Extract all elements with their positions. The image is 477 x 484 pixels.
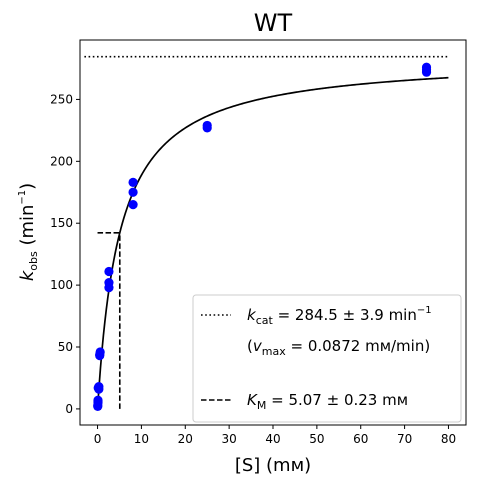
data-point xyxy=(94,384,104,394)
x-tick-label: 70 xyxy=(397,432,412,446)
axis-layer: 0 10 20 30 40 50 60 70 80 0 50 100 150 200 250 xyxy=(50,39,467,446)
y-axis-label: kobs (min−1) xyxy=(17,183,40,281)
legend-frame xyxy=(192,294,462,423)
y-tick-label: 100 xyxy=(50,278,73,292)
x-axis-label: [S] (mм) xyxy=(235,455,311,476)
x-tick-label: 80 xyxy=(441,432,456,446)
x-label-unit: mм xyxy=(273,455,304,476)
plot-layer xyxy=(84,55,449,412)
legend-km-label: KM = 5.07 ± 0.23 mм xyxy=(247,391,408,412)
legend: kcat = 284.5 ± 3.9 min−1 (vmax = 0.0872 … xyxy=(192,294,462,423)
y-label-mid: (min xyxy=(17,205,38,252)
legend-vmax-label: (vmax = 0.0872 mм/min) xyxy=(247,337,430,358)
data-point xyxy=(93,396,103,407)
y-tick-label: 150 xyxy=(50,216,73,230)
y-tick-label: 0 xyxy=(65,402,73,416)
x-tick-label: 30 xyxy=(221,432,236,446)
data-point xyxy=(95,347,105,357)
y-tick-label: 250 xyxy=(50,92,73,106)
fit-curve xyxy=(96,76,449,409)
x-tick-label: 10 xyxy=(134,432,149,446)
x-tick-label: 0 xyxy=(94,432,102,446)
data-point xyxy=(128,177,138,187)
y-label-sub: obs xyxy=(27,251,40,271)
x-tick-label: 20 xyxy=(178,432,193,446)
legend-kcat-label: kcat = 284.5 ± 3.9 min−1 xyxy=(247,305,432,327)
y-label-sup: −1 xyxy=(17,190,28,205)
data-point xyxy=(104,266,114,277)
data-point xyxy=(421,67,432,77)
x-tick-label: 50 xyxy=(309,432,324,446)
data-point xyxy=(202,123,212,133)
y-label-var: k xyxy=(17,269,38,281)
y-tick-label: 200 xyxy=(50,154,73,168)
x-tick-label: 40 xyxy=(265,432,280,446)
data-point xyxy=(128,200,138,210)
y-tick-label: 50 xyxy=(58,340,73,354)
y-label-post: ) xyxy=(17,183,38,190)
chart-title: WT xyxy=(254,9,293,37)
x-label-pre: [S] ( xyxy=(235,455,273,476)
data-point xyxy=(104,282,114,293)
x-tick-label: 60 xyxy=(353,432,368,446)
x-label-post: ) xyxy=(304,455,311,476)
y-axis-label-text: kobs (min−1) xyxy=(17,183,40,281)
data-point xyxy=(128,187,138,197)
